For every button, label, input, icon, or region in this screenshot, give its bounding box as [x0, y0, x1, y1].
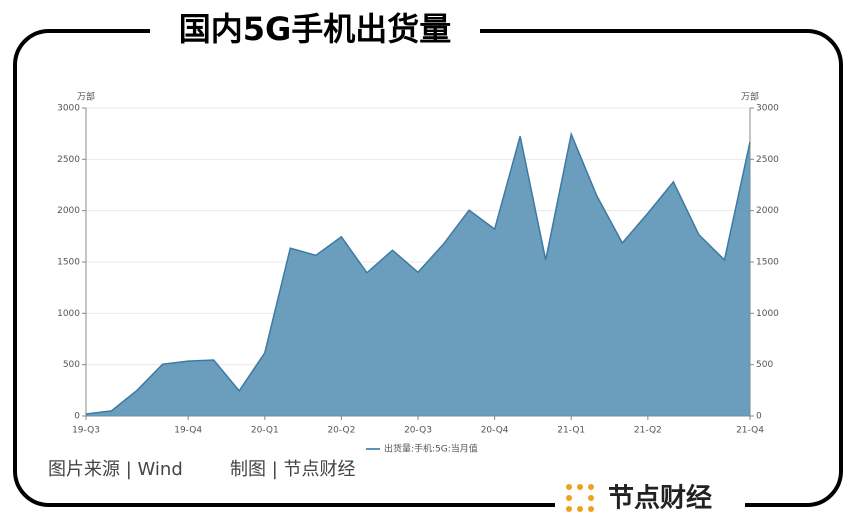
area: [86, 134, 750, 416]
y-tick-label: 1000: [57, 309, 80, 319]
area-line: [85, 131, 751, 415]
y-tick-label: 2000: [57, 206, 80, 216]
x-tick-label: 21-Q4: [736, 426, 764, 436]
source: 图片来源 | Wind: [48, 459, 183, 480]
x-tick-label: 20-Q2: [327, 426, 355, 436]
x-tick-label: 21-Q2: [634, 426, 662, 436]
brand: 节点财经: [608, 483, 712, 514]
chart-title: 国内5G手机出货量: [179, 10, 452, 48]
y-tick-label: 0: [74, 412, 80, 422]
x-tick-label: 20-Q3: [404, 426, 432, 436]
y2-tick-label: 0: [756, 412, 762, 422]
y2-tick-label: 2500: [756, 155, 779, 165]
brand-icon: [566, 484, 594, 512]
y2-unit: 万部: [741, 91, 759, 103]
x-tick-label: 21-Q1: [557, 426, 585, 436]
y-tick-label: 1500: [57, 258, 80, 268]
y-unit: 万部: [77, 91, 95, 103]
y2-tick-label: 2000: [756, 206, 779, 216]
brand-bg: [555, 478, 745, 518]
y-tick-label: 500: [63, 360, 80, 370]
y2-tick-label: 1000: [756, 309, 779, 319]
legend-label: 出货量:手机:5G:当月值: [384, 443, 478, 455]
x-tick-label: 19-Q4: [174, 426, 202, 436]
y2-tick-label: 3000: [756, 104, 779, 114]
x-tick-label: 19-Q3: [72, 426, 100, 436]
y-tick-label: 2500: [57, 155, 80, 165]
y2-tick-label: 500: [756, 360, 773, 370]
x-tick-label: 20-Q1: [251, 426, 279, 436]
credit: 制图 | 节点财经: [230, 459, 356, 480]
y2-tick-label: 1500: [756, 258, 779, 268]
x-tick-label: 20-Q4: [481, 426, 509, 436]
title-bg: [150, 10, 480, 54]
y-tick-label: 3000: [57, 104, 80, 114]
